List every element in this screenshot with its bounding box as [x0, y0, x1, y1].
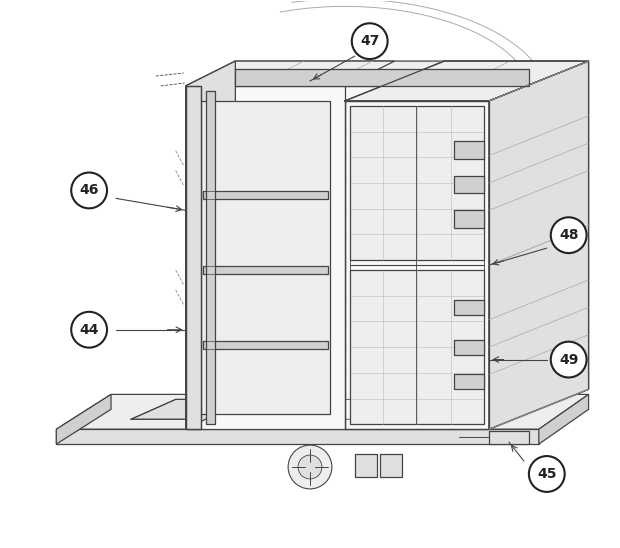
Circle shape	[551, 218, 587, 253]
Polygon shape	[203, 191, 328, 199]
Polygon shape	[236, 69, 529, 86]
Polygon shape	[185, 61, 236, 429]
Polygon shape	[529, 61, 578, 101]
Text: 46: 46	[79, 184, 99, 197]
Polygon shape	[185, 61, 578, 86]
Circle shape	[529, 456, 565, 492]
Polygon shape	[454, 210, 484, 228]
Polygon shape	[355, 454, 377, 477]
Polygon shape	[56, 395, 111, 444]
Text: 45: 45	[537, 467, 557, 481]
Polygon shape	[200, 101, 330, 414]
Polygon shape	[56, 429, 539, 444]
Polygon shape	[345, 61, 588, 101]
Polygon shape	[203, 341, 328, 349]
Circle shape	[352, 23, 388, 59]
Polygon shape	[185, 86, 345, 429]
Text: 47: 47	[360, 34, 379, 48]
Polygon shape	[56, 395, 588, 429]
Polygon shape	[185, 61, 394, 86]
Text: eReplacementParts.com: eReplacementParts.com	[216, 282, 404, 298]
Polygon shape	[345, 101, 489, 429]
Polygon shape	[203, 266, 328, 274]
Text: 49: 49	[559, 352, 578, 367]
Polygon shape	[454, 175, 484, 193]
Circle shape	[298, 455, 322, 479]
Polygon shape	[539, 395, 588, 444]
Text: 48: 48	[559, 228, 578, 242]
Circle shape	[288, 445, 332, 489]
Polygon shape	[454, 300, 484, 315]
Polygon shape	[350, 270, 484, 424]
Circle shape	[71, 312, 107, 347]
Circle shape	[71, 173, 107, 208]
Polygon shape	[185, 86, 529, 101]
Polygon shape	[454, 374, 484, 390]
Polygon shape	[454, 340, 484, 355]
Polygon shape	[131, 399, 469, 419]
Polygon shape	[185, 86, 200, 429]
Polygon shape	[350, 106, 484, 260]
Polygon shape	[489, 431, 529, 444]
Text: 44: 44	[79, 323, 99, 336]
Polygon shape	[454, 141, 484, 158]
Polygon shape	[206, 91, 216, 424]
Polygon shape	[379, 454, 402, 477]
Polygon shape	[489, 61, 588, 429]
Circle shape	[551, 341, 587, 378]
